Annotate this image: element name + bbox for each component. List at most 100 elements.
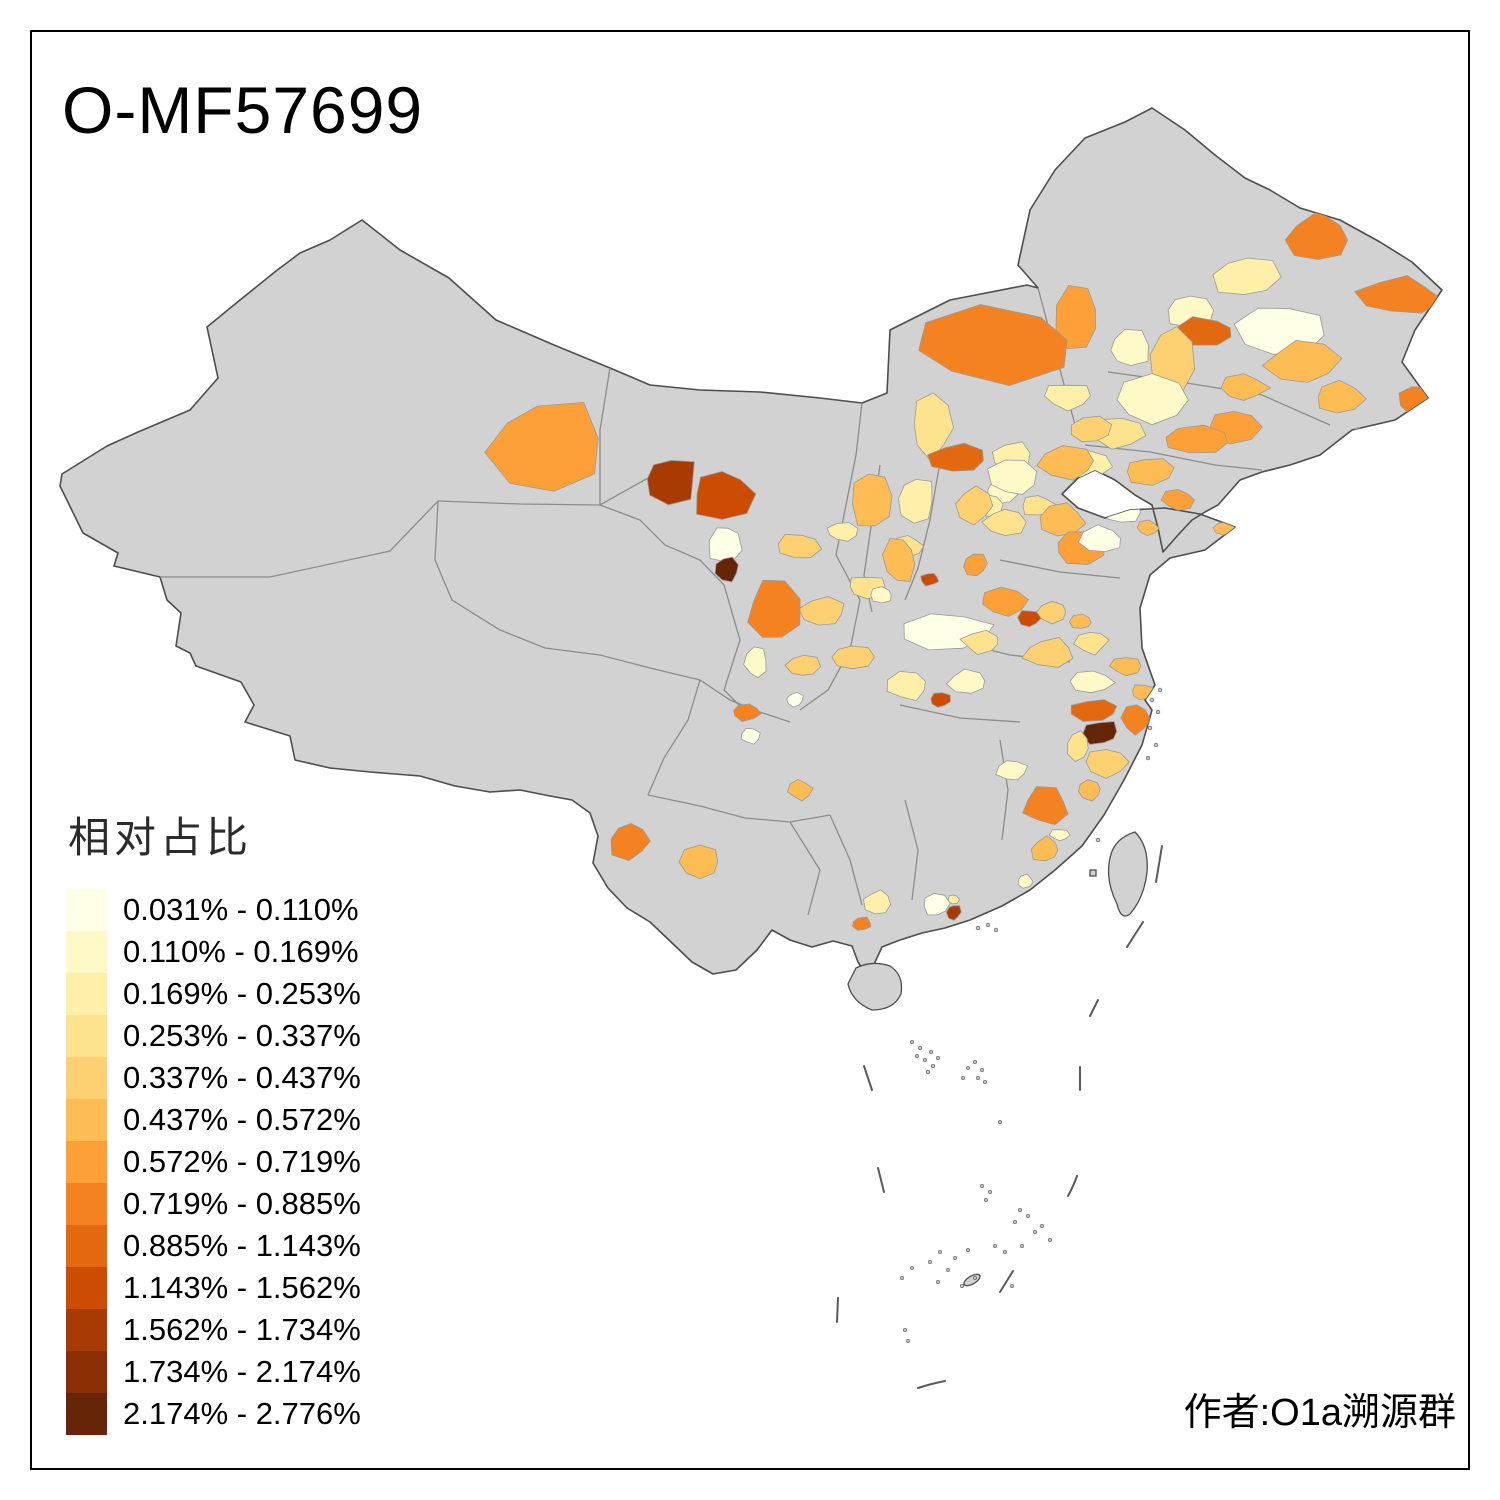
map-region	[930, 692, 951, 708]
legend-swatch	[66, 1393, 107, 1435]
map-region	[1036, 445, 1094, 481]
legend-row: 0.253% - 0.337%	[66, 1015, 361, 1057]
legend-swatch	[66, 1267, 107, 1309]
map-region	[897, 478, 933, 524]
map-region	[1070, 699, 1118, 722]
legend-label: 0.572% - 0.719%	[123, 1144, 361, 1179]
map-region	[1085, 749, 1130, 779]
map-region	[945, 905, 962, 921]
legend-swatch	[66, 1057, 107, 1099]
legend-row: 0.031% - 0.110%	[66, 889, 361, 931]
legend-row: 0.719% - 0.885%	[66, 1183, 361, 1225]
map-region	[987, 459, 1038, 495]
map-region	[995, 760, 1029, 781]
map-region	[852, 473, 893, 527]
legend-swatch	[66, 1309, 107, 1351]
legend-swatch	[66, 1099, 107, 1141]
map-region	[786, 691, 804, 708]
legend-swatch	[66, 973, 107, 1015]
nine-dash-line	[836, 845, 1163, 1389]
legend-swatch	[66, 1183, 107, 1225]
map-region	[1022, 786, 1069, 826]
map-region	[947, 894, 960, 905]
map-region	[982, 586, 1030, 617]
map-region	[913, 392, 954, 462]
map-region	[959, 629, 999, 656]
map-region	[678, 844, 719, 880]
map-region	[946, 668, 986, 694]
legend-row: 0.110% - 0.169%	[66, 931, 361, 973]
hainan-island	[847, 962, 903, 1011]
map-region	[1072, 631, 1110, 656]
legend-swatch	[66, 889, 107, 931]
map-region	[852, 916, 872, 931]
map-region	[1067, 730, 1089, 762]
map-region	[747, 579, 801, 638]
legend-entries: 0.031% - 0.110% 0.110% - 0.169% 0.169% - 0…	[66, 889, 361, 1435]
map-region	[1081, 721, 1118, 745]
map-region	[1021, 637, 1074, 668]
map-region	[1036, 600, 1067, 625]
map-region	[886, 670, 926, 702]
map-region	[696, 471, 757, 520]
map-region	[1136, 519, 1160, 537]
legend-label: 0.337% - 0.437%	[123, 1060, 361, 1095]
map-region	[981, 508, 1027, 536]
legend-label: 0.719% - 0.885%	[123, 1186, 361, 1221]
map-region	[1317, 379, 1367, 414]
legend-row: 1.143% - 1.562%	[66, 1267, 361, 1309]
map-region	[787, 778, 814, 802]
taiwan-island	[1107, 831, 1148, 917]
map-region	[1078, 779, 1101, 802]
map-region	[1043, 384, 1091, 412]
map-region	[955, 485, 994, 526]
legend-row: 1.734% - 2.174%	[66, 1351, 361, 1393]
legend-label: 0.031% - 0.110%	[123, 892, 359, 927]
legend-title: 相对占比	[68, 814, 253, 861]
map-region	[733, 703, 762, 722]
map-region	[1220, 373, 1272, 401]
map-region	[1048, 829, 1071, 842]
legend-label: 2.174% - 2.776%	[123, 1396, 361, 1431]
map-region	[610, 822, 651, 862]
map-region	[826, 522, 859, 542]
map-region	[1017, 873, 1034, 889]
legend-row: 0.572% - 0.719%	[66, 1141, 361, 1183]
legend-label: 0.110% - 0.169%	[123, 934, 359, 969]
legend-row: 1.562% - 1.734%	[66, 1309, 361, 1351]
map-region	[1030, 835, 1059, 862]
map-region	[1116, 373, 1189, 426]
map-region	[870, 586, 892, 604]
map-region	[1261, 339, 1343, 383]
map-region	[1160, 488, 1196, 511]
map-region	[1108, 657, 1142, 677]
legend-row: 0.437% - 0.572%	[66, 1099, 361, 1141]
map-region	[646, 459, 695, 506]
legend-swatch	[66, 1141, 107, 1183]
legend-label: 1.734% - 2.174%	[123, 1354, 361, 1389]
legend-row: 0.337% - 0.437%	[66, 1057, 361, 1099]
map-region	[1212, 257, 1282, 295]
legend-label: 0.253% - 0.337%	[123, 1018, 361, 1053]
legend-label: 1.143% - 1.562%	[123, 1270, 361, 1305]
map-region	[831, 645, 875, 670]
map-region	[927, 442, 984, 472]
legend-label: 1.562% - 1.734%	[123, 1312, 361, 1347]
map-region	[740, 727, 761, 745]
plot-border-frame	[30, 30, 1470, 1470]
legend-row: 0.885% - 1.143%	[66, 1225, 361, 1267]
map-region	[920, 572, 939, 587]
map-region	[743, 646, 767, 679]
legend-swatch	[66, 1351, 107, 1393]
map-region	[963, 553, 988, 577]
map-region	[918, 304, 1068, 387]
map-region	[777, 533, 823, 559]
map-region	[784, 654, 822, 676]
map-region	[1069, 670, 1117, 694]
map-region	[1055, 284, 1097, 350]
map-region	[1177, 316, 1232, 346]
legend: 相对占比 0.031% - 0.110% 0.110% - 0.169% 0.169…	[66, 804, 361, 1435]
attribution-text: 作者:O1a溯源群	[1183, 1392, 1456, 1434]
